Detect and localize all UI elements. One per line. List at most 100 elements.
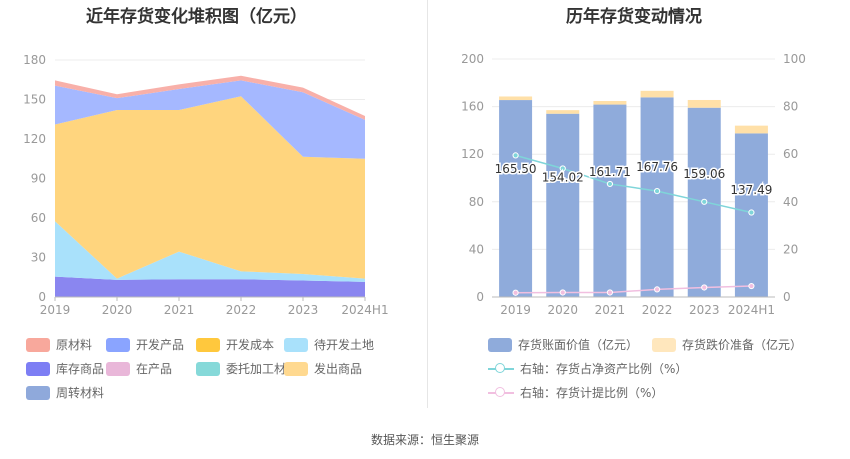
area-series-开发产品 [55,80,365,159]
line-point [559,165,566,172]
legend-label: 库存商品 [56,362,105,376]
y-right-tick-label: 100 [783,52,806,66]
y-tick-label: 0 [38,290,46,304]
right-chart-title: 历年存货变动情况 [566,7,702,27]
bar-存货跌价准备（亿元） [687,99,721,108]
bar-存货跌价准备（亿元） [734,125,768,134]
bar-value-label: 161.71 [589,165,631,179]
area-series-待开发土地 [55,221,365,282]
x-tick-label: 2020 [102,303,133,317]
left-chart-legend: 原材料 开发产品 开发成本 待开发土地 库存商品 在产品 委托加工材料 发出商品 周转材料 [0,0,420,420]
legend-swatch [488,337,512,352]
legend-item: 存货账面价值（亿元） [488,336,638,353]
bar-value-label: 167.76 [636,160,678,174]
y-tick-label: 60 [31,211,46,225]
x-tick-label: 2022 [642,303,673,317]
legend-item: 在产品 [106,360,172,377]
y-right-tick-label: 40 [783,195,798,209]
legend-item: 发出商品 [284,360,362,377]
line-point [701,284,708,291]
legend-item: 周转材料 [26,384,104,401]
legend-label: 存货跌价准备（亿元） [682,338,803,352]
legend-label: 右轴：存货计提比例（%） [520,386,664,400]
x-tick-label: 2019 [40,303,71,317]
x-tick-label: 2022 [226,303,257,317]
bar-存货账面价值（亿元） [499,100,533,298]
y-left-tick-label: 160 [461,100,484,114]
y-right-tick-label: 80 [783,100,798,114]
legend-label: 开发产品 [136,338,185,352]
y-tick-label: 120 [23,132,46,146]
x-tick-label: 2021 [164,303,195,317]
legend-swatch [26,337,50,352]
legend-swatch [106,337,130,352]
line-point [559,289,566,296]
line-point [606,180,614,188]
legend-item: 存货跌价准备（亿元） [652,336,802,353]
bar-存货跌价准备（亿元） [593,100,627,105]
legend-swatch [106,361,130,376]
line-point [512,152,519,159]
legend-item: 库存商品 [26,360,104,377]
bar-存货账面价值（亿元） [546,113,580,297]
legend-line-marker [488,362,514,376]
legend-swatch [196,337,220,352]
legend-swatch [26,385,50,400]
bar-存货跌价准备（亿元） [546,110,580,114]
legend-label: 在产品 [136,362,173,376]
legend-label: 发出商品 [314,362,363,376]
line-point [512,289,519,296]
y-left-tick-label: 200 [461,52,484,66]
y-tick-label: 150 [23,93,46,107]
line-point [748,209,755,216]
bar-存货账面价值（亿元） [593,104,627,298]
line-point [653,187,661,195]
x-tick-label: 2023 [288,303,319,317]
legend-label: 待开发土地 [314,338,375,352]
y-right-tick-label: 0 [783,290,791,304]
y-left-tick-label: 120 [461,147,484,161]
bar-存货跌价准备（亿元） [640,90,674,98]
legend-item: 原材料 [26,336,92,353]
x-tick-label: 2024H1 [341,303,388,317]
line-point [653,286,661,293]
legend-dot [495,386,505,397]
line-右轴：存货计提比例（%） [515,285,752,294]
area-series-库存商品 [55,276,365,297]
y-right-tick-label: 60 [783,147,798,161]
x-tick-label: 2020 [547,303,578,317]
y-tick-label: 180 [23,53,46,67]
line-point [748,282,755,290]
left-stacked-area-chart: 0 30 60 90 120 150 180 2019 2020 2021 2022 2023 2024… [23,53,389,317]
bar-value-label: 159.06 [683,167,725,181]
legend-item: 待开发土地 [284,336,374,353]
legend-swatch [26,361,50,376]
line-右轴：存货占净资产比例（%） [515,154,752,214]
bar-value-label: 137.49 [730,183,772,197]
y-left-tick-label: 80 [469,195,484,209]
bar-存货账面价值（亿元） [640,97,674,297]
y-right-tick-label: 20 [783,242,798,256]
right-bar-line-chart: 0 40 80 120 160 200 0 20 40 60 80 100 2019 2020 2021 20… [461,52,806,317]
legend-label: 存货账面价值（亿元） [518,338,639,352]
legend-label: 委托加工材料 [226,362,299,376]
legend-swatch [284,337,308,352]
bar-存货跌价准备（亿元） [499,96,533,101]
data-source-note: 数据来源：恒生聚源 [370,433,479,447]
line-point [701,198,708,205]
legend-item: 开发产品 [106,336,184,353]
legend-label: 右轴：存货占净资产比例（%） [520,362,688,376]
line-point [606,289,614,296]
y-left-tick-label: 40 [469,242,484,256]
legend-swatch [652,337,676,352]
legend-label: 周转材料 [56,386,105,400]
area-series-开发成本 [55,96,365,279]
legend-item: 委托加工材料 [196,360,298,377]
legend-item: 右轴：存货占净资产比例（%） [488,360,687,377]
bar-value-label: 154.02 [542,171,584,185]
right-chart-legend: 存货账面价值（亿元） 存货跌价准备（亿元） 右轴：存货占净资产比例（%） 右轴：存货计… [488,336,802,400]
y-tick-label: 30 [31,251,46,265]
legend-swatch [284,361,308,376]
bar-value-label: 165.50 [495,162,537,176]
x-tick-label: 2019 [500,303,531,317]
